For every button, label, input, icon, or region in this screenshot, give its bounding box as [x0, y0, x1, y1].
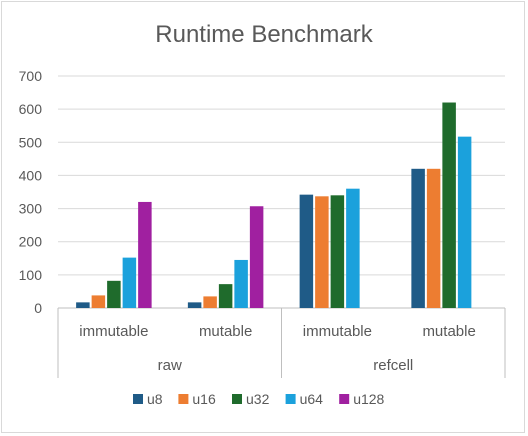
bar-u128-1 — [249, 206, 264, 308]
y-tick-label: 200 — [19, 234, 43, 250]
x-category-label: mutable — [199, 323, 252, 340]
y-tick-label: 600 — [19, 101, 43, 117]
y-tick-label: 300 — [19, 201, 43, 217]
bar-u32-0 — [107, 280, 121, 308]
bar-u8-1 — [187, 302, 202, 308]
x-category-label: immutable — [303, 323, 372, 340]
bar-u8-2 — [299, 194, 314, 308]
legend-swatch-u32 — [232, 394, 242, 404]
bar-u128-0 — [138, 201, 152, 308]
bar-u32-3 — [442, 102, 456, 308]
bar-u8-0 — [76, 302, 90, 308]
bar-u64-3 — [457, 136, 472, 308]
legend: u8 u16 u32 u64 u128 — [133, 391, 385, 407]
bar-u64-0 — [122, 257, 137, 308]
legend-swatch-u128 — [339, 394, 350, 404]
legend-swatch-u8 — [133, 394, 143, 404]
y-tick-label: 700 — [19, 68, 43, 84]
bar-u16-1 — [203, 296, 217, 308]
y-tick-label: 500 — [19, 134, 43, 150]
legend-label-u16: u16 — [192, 391, 216, 407]
bar-u32-2 — [330, 195, 345, 308]
x-group-label: raw — [158, 357, 182, 374]
x-axis: immutable mutable immutable mutable raw refce… — [57, 308, 506, 378]
bar-u64-1 — [234, 259, 248, 308]
legend-swatch-u64 — [285, 394, 296, 404]
bar-u16-3 — [426, 168, 441, 308]
legend-label-u128: u128 — [353, 391, 384, 407]
y-tick-label: 0 — [34, 300, 42, 316]
legend-label-u64: u64 — [300, 391, 324, 407]
y-axis-tick-labels: 0 100 200 300 400 500 600 700 — [19, 68, 43, 316]
legend-label-u32: u32 — [246, 391, 270, 407]
bar-u64-2 — [346, 188, 360, 308]
chart-title: Runtime Benchmark — [155, 21, 373, 48]
bars — [76, 102, 472, 308]
bar-u16-0 — [91, 295, 106, 308]
x-category-label: immutable — [79, 323, 148, 340]
bar-u8-3 — [411, 168, 425, 308]
y-tick-label: 400 — [19, 167, 43, 183]
x-category-label: mutable — [422, 323, 475, 340]
legend-label-u8: u8 — [147, 391, 163, 407]
x-group-label: refcell — [373, 357, 413, 374]
y-tick-label: 100 — [19, 267, 43, 283]
bar-u16-2 — [315, 196, 329, 308]
legend-swatch-u16 — [178, 394, 189, 404]
bar-u32-1 — [218, 284, 233, 308]
